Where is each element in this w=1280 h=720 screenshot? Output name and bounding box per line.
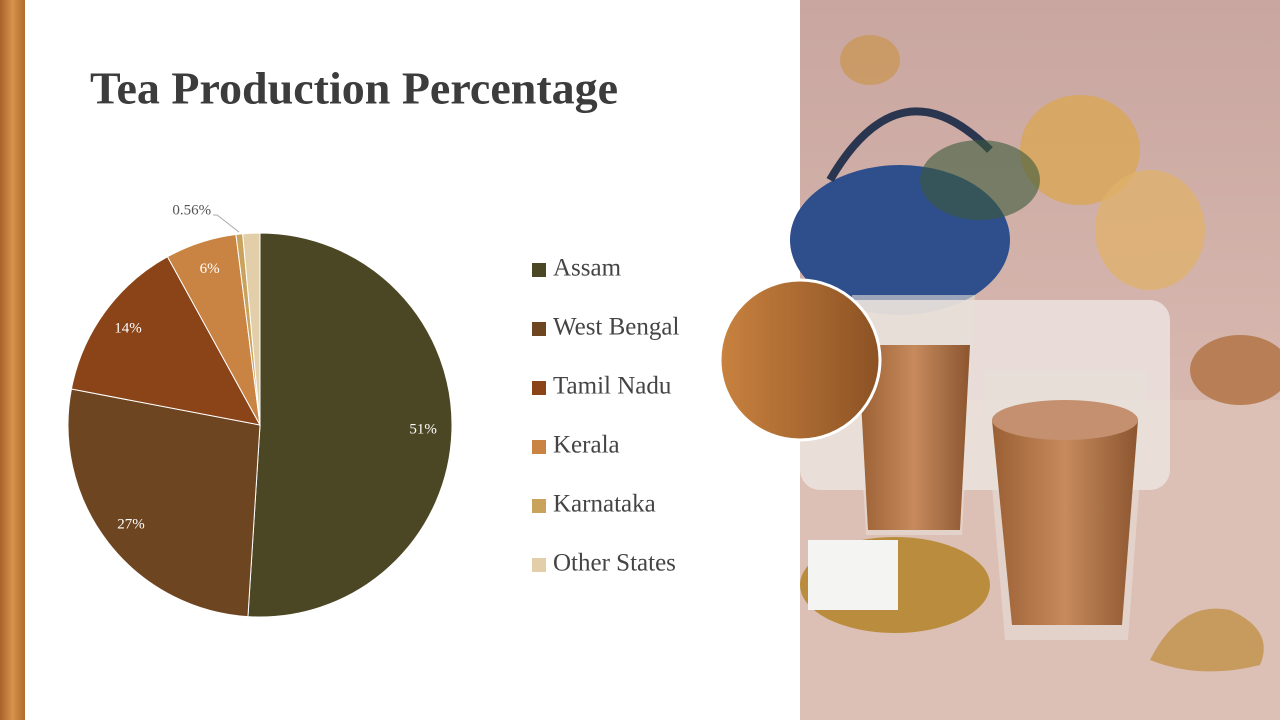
legend-label: Tamil Nadu: [553, 373, 672, 400]
legend-label: Karnataka: [553, 491, 656, 518]
pie-slice: [247, 232, 453, 618]
decor-circle: [718, 278, 882, 442]
pie-slice: [67, 388, 261, 618]
legend-swatch: [532, 322, 546, 336]
legend-swatch: [532, 499, 546, 513]
legend-swatch: [532, 381, 546, 395]
chart-title: Tea Production Percentage: [90, 63, 618, 114]
pie-slice: [70, 256, 261, 426]
photo: [790, 0, 1280, 720]
side-bar: [0, 0, 25, 720]
legend-swatch: [532, 440, 546, 454]
legend-label: Assam: [553, 255, 622, 282]
data-label: 51%: [409, 422, 437, 438]
pie-slice: [242, 232, 261, 426]
data-label: 27%: [117, 516, 145, 532]
legend-label: Other States: [553, 550, 676, 577]
data-label: 0.56%: [172, 202, 211, 218]
legend-swatch: [532, 558, 546, 572]
leader-line: [213, 214, 240, 233]
legend-label: West Bengal: [553, 314, 679, 341]
legend-label: Kerala: [553, 432, 620, 459]
legend-swatch: [532, 263, 546, 277]
data-label: 6%: [200, 261, 220, 277]
data-label: 14%: [114, 321, 142, 337]
